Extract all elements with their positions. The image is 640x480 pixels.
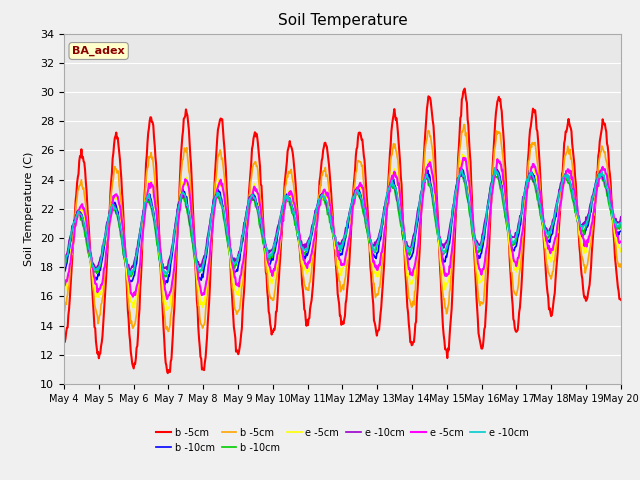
Text: BA_adex: BA_adex: [72, 46, 125, 56]
Legend: b -5cm, b -10cm, b -5cm, b -10cm, e -5cm, e -10cm, e -5cm, e -10cm: b -5cm, b -10cm, b -5cm, b -10cm, e -5cm…: [152, 424, 532, 456]
Title: Soil Temperature: Soil Temperature: [278, 13, 407, 28]
Y-axis label: Soil Temperature (C): Soil Temperature (C): [24, 152, 35, 266]
